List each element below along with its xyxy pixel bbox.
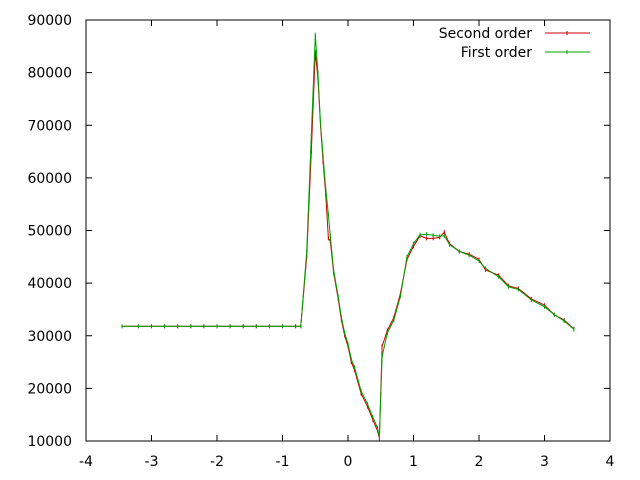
series-layer [121, 32, 575, 441]
x-tick-label: 1 [409, 454, 418, 470]
series-first-order [121, 32, 575, 440]
x-tick-label: -3 [145, 454, 159, 470]
x-tick-label: 3 [540, 454, 549, 470]
y-tick-label: 50000 [27, 224, 72, 240]
legend-label: Second order [439, 26, 533, 42]
x-tick-label: 4 [606, 454, 615, 470]
y-tick-label: 60000 [27, 171, 72, 187]
x-tick-label: 0 [344, 454, 353, 470]
y-tick-label: 90000 [27, 13, 72, 29]
axis-ticks: -4 -3 -2 -1 0 1 2 3 4 10000 20000 30000 40000 50000 60… [27, 13, 614, 470]
legend-label: First order [461, 45, 532, 61]
y-tick-label: 20000 [27, 381, 72, 397]
legend: Second order First order [439, 26, 590, 61]
y-tick-label: 10000 [27, 434, 72, 450]
x-tick-label: 2 [475, 454, 484, 470]
x-tick-label: -4 [79, 454, 93, 470]
series-line [122, 51, 575, 439]
plot-frame [85, 19, 611, 442]
series-line [122, 34, 575, 438]
x-tick-label: -2 [210, 454, 224, 470]
series-second-order [121, 49, 575, 441]
x-tick-label: -1 [276, 454, 290, 470]
y-tick-label: 40000 [27, 276, 72, 292]
y-tick-label: 30000 [27, 329, 72, 345]
y-tick-label: 80000 [27, 66, 72, 82]
y-tick-label: 70000 [27, 118, 72, 134]
